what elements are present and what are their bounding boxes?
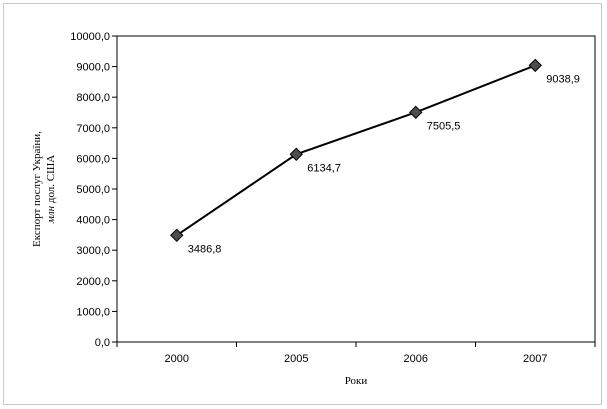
x-tick-label: 2000 (165, 353, 189, 365)
data-point-marker (289, 147, 303, 161)
data-label: 6134,7 (307, 162, 341, 174)
data-label: 9038,9 (546, 73, 580, 85)
marker-group (170, 58, 542, 243)
data-label: 7505,5 (427, 120, 461, 132)
x-tick-label: 2006 (404, 353, 428, 365)
data-label-group: 3486,8 6134,7 7505,5 9038,9 (188, 73, 580, 255)
x-axis-title: Роки (345, 375, 368, 387)
y-tick-label: 7000,0 (76, 123, 110, 135)
y-tick-label: 2000,0 (76, 276, 110, 288)
x-axis-tick-labels: 2000 2005 2006 2007 (165, 353, 548, 365)
y-tick-label: 8000,0 (76, 92, 110, 104)
y-axis-tick-labels: 0,0 1000,0 2000,0 3000,0 4000,0 5000,0 6000,0 7… (70, 31, 110, 349)
y-tick-label: 9000,0 (76, 62, 110, 74)
data-point-marker (528, 58, 542, 73)
y-axis-title-line2: млн дол. США (45, 155, 57, 224)
y-tick-label: 3000,0 (76, 245, 110, 257)
x-tick-label: 2005 (284, 353, 308, 365)
data-point-marker (170, 228, 184, 243)
y-axis-title-line1: Експорт послуг України, (31, 131, 43, 247)
x-tick-label: 2007 (523, 353, 547, 365)
series-line (176, 64, 536, 237)
x-axis-ticks (116, 342, 596, 347)
data-point-marker (409, 105, 423, 120)
y-axis-ticks (112, 35, 117, 343)
y-tick-label: 6000,0 (76, 153, 110, 165)
y-axis-title-unit: млн (45, 205, 57, 224)
y-tick-label: 10000,0 (70, 31, 110, 43)
series-group (176, 64, 536, 237)
y-tick-label: 4000,0 (76, 215, 110, 227)
y-axis-title: Експорт послуг України, млн дол. США (31, 131, 57, 247)
y-tick-label: 1000,0 (76, 306, 110, 318)
data-label: 3486,8 (188, 243, 222, 255)
plot-area (116, 35, 596, 343)
y-axis-title-currency: дол. США (45, 155, 57, 206)
y-tick-label: 0,0 (95, 337, 110, 349)
y-tick-label: 5000,0 (76, 184, 110, 196)
